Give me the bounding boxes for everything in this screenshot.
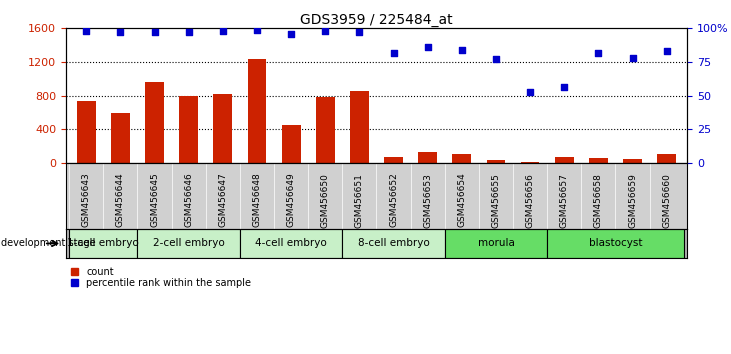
Bar (248, 59, 266, 163)
Bar (444, 229, 548, 258)
Text: development stage: development stage (1, 239, 96, 249)
Point (148, 29, 160, 35)
Point (285, 31, 297, 36)
Bar (240, 229, 342, 258)
Text: GSM456651: GSM456651 (355, 173, 364, 228)
Bar (623, 159, 642, 163)
Text: GSM456653: GSM456653 (423, 173, 432, 228)
Text: 1-cell embryo: 1-cell embryo (67, 239, 139, 249)
Bar (418, 152, 437, 163)
Bar (342, 229, 444, 258)
Text: GSM456649: GSM456649 (287, 173, 295, 227)
Text: GSM456654: GSM456654 (458, 173, 466, 227)
Point (524, 89, 536, 95)
Point (422, 44, 433, 50)
Text: GSM456648: GSM456648 (252, 173, 262, 227)
Bar (350, 91, 368, 163)
Bar (137, 229, 240, 258)
Bar (555, 157, 574, 163)
Bar (179, 96, 198, 163)
Bar (487, 160, 505, 163)
Point (354, 29, 366, 35)
Bar (452, 154, 471, 163)
Point (626, 55, 638, 61)
Text: GSM456660: GSM456660 (662, 173, 671, 228)
Point (319, 28, 331, 34)
Bar (69, 229, 137, 258)
Text: GSM456650: GSM456650 (321, 173, 330, 228)
Point (593, 50, 605, 55)
Point (387, 50, 399, 55)
Bar (316, 97, 335, 163)
Bar (213, 94, 232, 163)
Text: GSM456658: GSM456658 (594, 173, 603, 228)
Point (661, 48, 673, 54)
Point (251, 27, 263, 33)
Bar (145, 82, 164, 163)
Text: GSM456656: GSM456656 (526, 173, 534, 228)
Bar (520, 162, 539, 163)
Text: GSM456647: GSM456647 (219, 173, 227, 227)
Point (115, 29, 126, 35)
Text: 4-cell embryo: 4-cell embryo (255, 239, 327, 249)
Point (217, 28, 229, 34)
Bar (111, 113, 130, 163)
Point (456, 47, 468, 53)
Point (183, 29, 194, 35)
Text: GSM456657: GSM456657 (560, 173, 569, 228)
Point (558, 85, 570, 90)
Text: GSM456645: GSM456645 (150, 173, 159, 227)
Text: GSM456644: GSM456644 (116, 173, 125, 227)
Text: GSM456659: GSM456659 (628, 173, 637, 228)
Text: GSM456643: GSM456643 (82, 173, 91, 227)
Text: GSM456646: GSM456646 (184, 173, 193, 227)
Bar (548, 229, 683, 258)
Point (490, 56, 501, 62)
Text: 8-cell embryo: 8-cell embryo (357, 239, 429, 249)
Bar (77, 102, 96, 163)
Bar (385, 157, 403, 163)
Text: GSM456652: GSM456652 (389, 173, 398, 227)
Legend: count, percentile rank within the sample: count, percentile rank within the sample (71, 267, 251, 288)
Bar (657, 154, 676, 163)
Text: morula: morula (477, 239, 515, 249)
Title: GDS3959 / 225484_at: GDS3959 / 225484_at (300, 13, 452, 27)
Text: 2-cell embryo: 2-cell embryo (153, 239, 224, 249)
Bar (281, 125, 300, 163)
Text: GSM456655: GSM456655 (491, 173, 501, 228)
Text: blastocyst: blastocyst (588, 239, 643, 249)
Bar (589, 158, 607, 163)
Point (80, 28, 92, 34)
